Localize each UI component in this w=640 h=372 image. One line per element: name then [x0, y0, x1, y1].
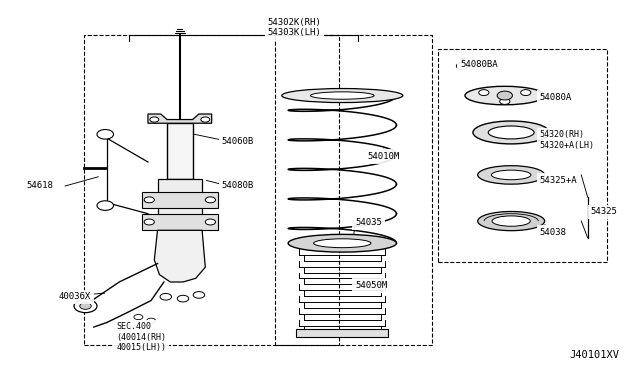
Circle shape — [177, 295, 189, 302]
Text: 54060B: 54060B — [221, 137, 253, 146]
Circle shape — [456, 62, 468, 69]
Bar — [141, 214, 218, 230]
Circle shape — [80, 303, 92, 310]
Text: 54618: 54618 — [27, 182, 54, 190]
Text: 54325+A: 54325+A — [540, 176, 577, 185]
Text: 54320(RH)
54320+A(LH): 54320(RH) 54320+A(LH) — [540, 130, 595, 150]
Circle shape — [497, 91, 513, 100]
Circle shape — [160, 294, 172, 300]
Text: SEC.400
(40014(RH)
40015(LH)): SEC.400 (40014(RH) 40015(LH)) — [116, 323, 166, 352]
Bar — [275, 35, 431, 345]
Ellipse shape — [314, 239, 371, 248]
Circle shape — [147, 318, 156, 323]
Ellipse shape — [282, 89, 403, 103]
Circle shape — [134, 314, 143, 320]
Text: 54325: 54325 — [591, 207, 618, 217]
Ellipse shape — [492, 216, 531, 226]
Text: 54302K(RH)
54303K(LH): 54302K(RH) 54303K(LH) — [268, 17, 321, 37]
Text: 54010M: 54010M — [368, 152, 400, 161]
Ellipse shape — [477, 166, 545, 184]
Circle shape — [500, 99, 510, 105]
Circle shape — [74, 299, 97, 312]
Ellipse shape — [477, 211, 545, 231]
Text: J40101XV: J40101XV — [570, 350, 620, 359]
Polygon shape — [148, 114, 212, 123]
Ellipse shape — [310, 92, 374, 99]
Circle shape — [144, 197, 154, 203]
Ellipse shape — [488, 126, 534, 139]
Circle shape — [150, 117, 159, 122]
Circle shape — [479, 90, 489, 96]
Ellipse shape — [492, 170, 531, 180]
Circle shape — [205, 197, 216, 203]
Text: 54080B: 54080B — [221, 182, 253, 190]
Ellipse shape — [473, 121, 549, 144]
Circle shape — [97, 129, 113, 139]
Text: 54080BA: 54080BA — [460, 60, 498, 69]
Circle shape — [205, 219, 216, 225]
Text: 40036X: 40036X — [59, 292, 91, 301]
Text: 54035: 54035 — [355, 218, 382, 227]
Circle shape — [521, 90, 531, 96]
Ellipse shape — [465, 86, 545, 105]
Text: 54080A: 54080A — [540, 93, 572, 102]
Ellipse shape — [288, 234, 396, 252]
Text: 54038: 54038 — [540, 228, 566, 237]
Bar — [84, 35, 339, 345]
Circle shape — [201, 117, 210, 122]
Bar — [296, 329, 388, 337]
Bar — [157, 179, 202, 230]
Circle shape — [144, 219, 154, 225]
Bar — [167, 123, 193, 179]
Text: 54050M: 54050M — [355, 281, 387, 290]
Circle shape — [97, 201, 113, 211]
Bar — [438, 49, 607, 262]
Polygon shape — [154, 230, 205, 282]
Bar — [141, 192, 218, 208]
Circle shape — [193, 292, 205, 298]
